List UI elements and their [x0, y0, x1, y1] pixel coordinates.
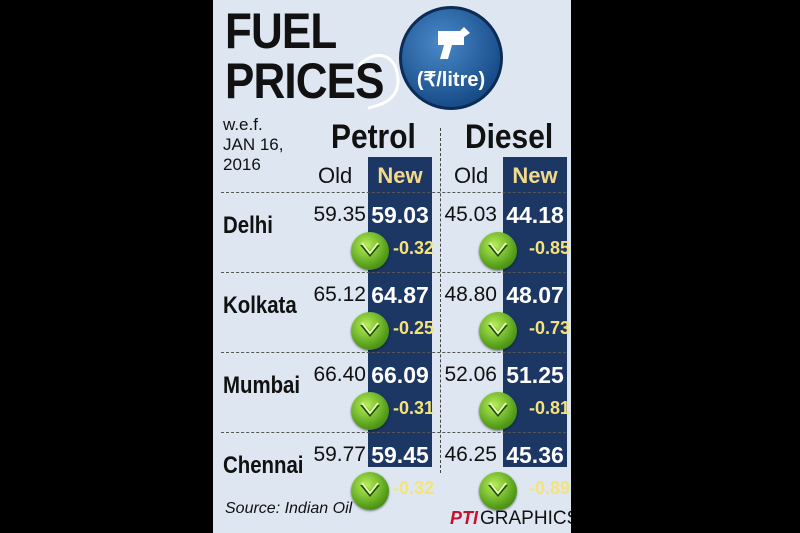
credit-label: GRAPHICS [480, 508, 571, 529]
fuel-hose-icon [358, 53, 400, 110]
diesel-change: -0.85 [529, 238, 571, 258]
petrol-new-price: 59.03 [371, 202, 429, 228]
petrol-old-price: 65.12 [313, 283, 366, 306]
down-arrow-icon [351, 312, 389, 350]
city-name: Chennai [223, 452, 304, 479]
city-name: Delhi [223, 212, 273, 239]
unit-label: (₹/litre) [416, 69, 486, 91]
city-name: Mumbai [223, 372, 301, 399]
diesel-new-price: 45.36 [506, 442, 564, 468]
petrol-new-price: 66.09 [371, 362, 429, 388]
diesel-heading: Diesel [465, 118, 554, 156]
diesel-new-price: 44.18 [506, 202, 564, 228]
diesel-old-price: 52.06 [444, 363, 497, 386]
petrol-old-header: Old [318, 163, 353, 188]
diesel-new-price: 48.07 [506, 282, 564, 308]
diesel-old-price: 45.03 [444, 203, 497, 226]
down-arrow-icon [479, 472, 517, 510]
diesel-old-price: 48.80 [444, 283, 497, 306]
petrol-new-price: 59.45 [371, 442, 429, 468]
row-separator [221, 432, 566, 433]
unit-badge: (₹/litre) [399, 6, 503, 110]
effective-date-line: JAN 16, [223, 135, 284, 154]
infographic-card: FUEL PRICES (₹/litre) w.e.f. JAN 16, 201… [213, 0, 571, 533]
source-note: Source: Indian Oil [225, 500, 353, 517]
effective-date-line: w.e.f. [223, 115, 263, 134]
city-name: Kolkata [223, 292, 297, 319]
down-arrow-icon [479, 392, 517, 430]
petrol-new-header: New [377, 163, 423, 188]
row-separator [221, 352, 566, 353]
diesel-old-price: 46.25 [444, 443, 497, 466]
effective-date-line: 2016 [223, 155, 261, 174]
petrol-heading: Petrol [331, 118, 416, 156]
petrol-old-price: 59.77 [313, 443, 366, 466]
diesel-new-header: New [512, 163, 558, 188]
diesel-change: -0.81 [529, 398, 571, 418]
row-separator [221, 272, 566, 273]
petrol-old-price: 59.35 [313, 203, 366, 226]
petrol-change: -0.32 [393, 478, 435, 498]
column-divider [440, 128, 441, 473]
down-arrow-icon [351, 472, 389, 510]
petrol-change: -0.32 [393, 238, 435, 258]
petrol-new-price: 64.87 [371, 282, 429, 308]
fuel-nozzle-icon [438, 27, 470, 59]
down-arrow-icon [479, 232, 517, 270]
effective-date: w.e.f. JAN 16, 2016 [223, 115, 283, 175]
pti-graphics-credit: PTI GRAPHICS [446, 502, 571, 533]
down-arrow-icon [479, 312, 517, 350]
down-arrow-icon [351, 232, 389, 270]
petrol-change: -0.25 [393, 318, 435, 338]
diesel-change: -0.89 [529, 478, 571, 498]
petrol-change: -0.31 [393, 398, 435, 418]
down-arrow-icon [351, 392, 389, 430]
diesel-change: -0.73 [529, 318, 571, 338]
diesel-old-header: Old [454, 163, 489, 188]
title-line-1: FUEL [225, 3, 337, 59]
petrol-old-price: 66.40 [313, 363, 366, 386]
pti-logo: PTI [450, 508, 479, 528]
row-separator [221, 192, 566, 193]
diesel-new-price: 51.25 [506, 362, 564, 388]
